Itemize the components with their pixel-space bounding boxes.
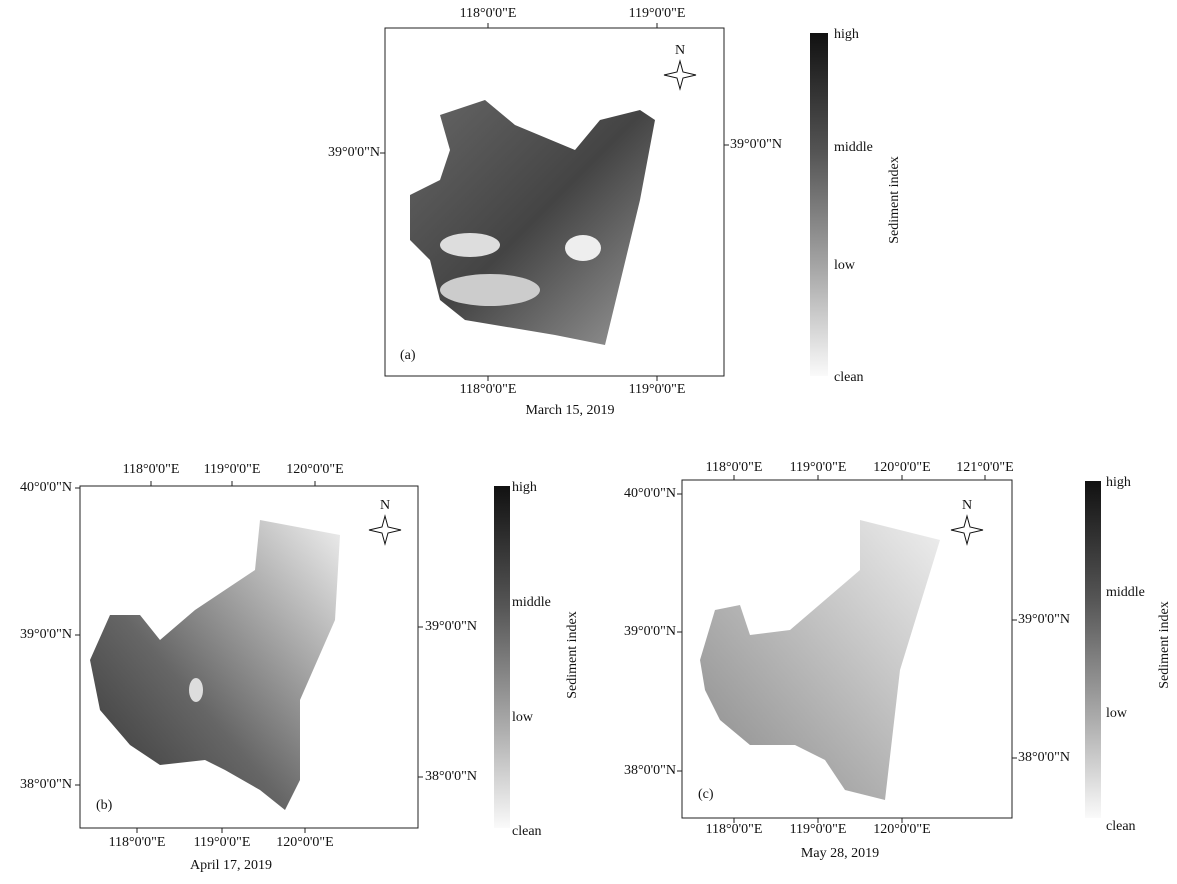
north-arrow (369, 516, 401, 544)
right-tick-label: 38°0'0"N (1018, 750, 1070, 765)
bottom-tick-label: 119°0'0"E (629, 382, 686, 397)
map-feature (440, 274, 540, 306)
right-tick-label: 39°0'0"N (425, 619, 477, 634)
colorbar-label: middle (1106, 585, 1145, 600)
north-label: N (380, 498, 390, 513)
colorbar (1085, 481, 1101, 818)
sediment-map (700, 520, 940, 800)
colorbar (494, 486, 510, 828)
north-arrow (664, 61, 696, 89)
colorbar-label: high (834, 27, 859, 42)
colorbar-title: Sediment index (1157, 601, 1172, 689)
north-arrow (951, 516, 983, 544)
bottom-tick-label: 120°0'0"E (276, 835, 333, 850)
date-caption: April 17, 2019 (190, 858, 272, 873)
top-tick-label: 119°0'0"E (790, 460, 847, 475)
sediment-map (90, 520, 340, 810)
colorbar-label: low (1106, 706, 1128, 721)
colorbar (810, 33, 828, 376)
north-label: N (675, 43, 685, 58)
top-tick-label: 119°0'0"E (204, 462, 261, 477)
top-tick-label: 119°0'0"E (629, 6, 686, 21)
right-tick-label: 39°0'0"N (1018, 612, 1070, 627)
bottom-tick-label: 119°0'0"E (194, 835, 251, 850)
colorbar-label: middle (512, 595, 551, 610)
colorbar-label: low (834, 258, 856, 273)
colorbar-label: clean (512, 824, 542, 839)
left-tick-label: 39°0'0"N (20, 627, 72, 642)
map-feature (565, 235, 601, 261)
bottom-tick-label: 118°0'0"E (706, 822, 763, 837)
date-caption: May 28, 2019 (801, 846, 879, 861)
map-panel: 118°0'0"E 119°0'0"E 120°0'0"E 118°0'0"E 119°… (20, 462, 580, 873)
left-tick-label: 39°0'0"N (328, 145, 380, 160)
top-tick-label: 120°0'0"E (873, 460, 930, 475)
colorbar-label: middle (834, 140, 873, 155)
date-caption: March 15, 2019 (525, 403, 614, 418)
top-tick-label: 120°0'0"E (286, 462, 343, 477)
bottom-tick-label: 119°0'0"E (790, 822, 847, 837)
figure: 118°0'0"E 119°0'0"E 118°0'0"E 119°0'0"E 39°0… (0, 0, 1177, 879)
map-feature (440, 233, 500, 257)
colorbar-label: high (1106, 475, 1131, 490)
top-tick-label: 121°0'0"E (956, 460, 1013, 475)
right-tick-label: 38°0'0"N (425, 769, 477, 784)
bottom-tick-label: 120°0'0"E (873, 822, 930, 837)
colorbar-title: Sediment index (887, 156, 902, 244)
panel-label: (a) (400, 348, 416, 363)
left-tick-label: 39°0'0"N (624, 624, 676, 639)
left-tick-label: 38°0'0"N (20, 777, 72, 792)
sediment-map (410, 100, 655, 345)
colorbar-label: clean (834, 370, 864, 385)
panel-label: (b) (96, 798, 113, 813)
panel-label: (c) (698, 787, 714, 802)
bottom-tick-label: 118°0'0"E (109, 835, 166, 850)
north-label: N (962, 498, 972, 513)
bottom-tick-label: 118°0'0"E (460, 382, 517, 397)
colorbar-label: high (512, 480, 537, 495)
colorbar-label: clean (1106, 819, 1136, 834)
colorbar-label: low (512, 710, 534, 725)
map-panel: 118°0'0"E 119°0'0"E 118°0'0"E 119°0'0"E 39°0… (328, 6, 902, 418)
left-tick-label: 38°0'0"N (624, 763, 676, 778)
right-tick-label: 39°0'0"N (730, 137, 782, 152)
map-feature (189, 678, 203, 702)
left-tick-label: 40°0'0"N (624, 486, 676, 501)
map-panel: 118°0'0"E 119°0'0"E 120°0'0"E 121°0'0"E 118°… (624, 460, 1172, 861)
left-tick-label: 40°0'0"N (20, 480, 72, 495)
top-tick-label: 118°0'0"E (706, 460, 763, 475)
top-tick-label: 118°0'0"E (460, 6, 517, 21)
top-tick-label: 118°0'0"E (123, 462, 180, 477)
colorbar-title: Sediment index (565, 611, 580, 699)
